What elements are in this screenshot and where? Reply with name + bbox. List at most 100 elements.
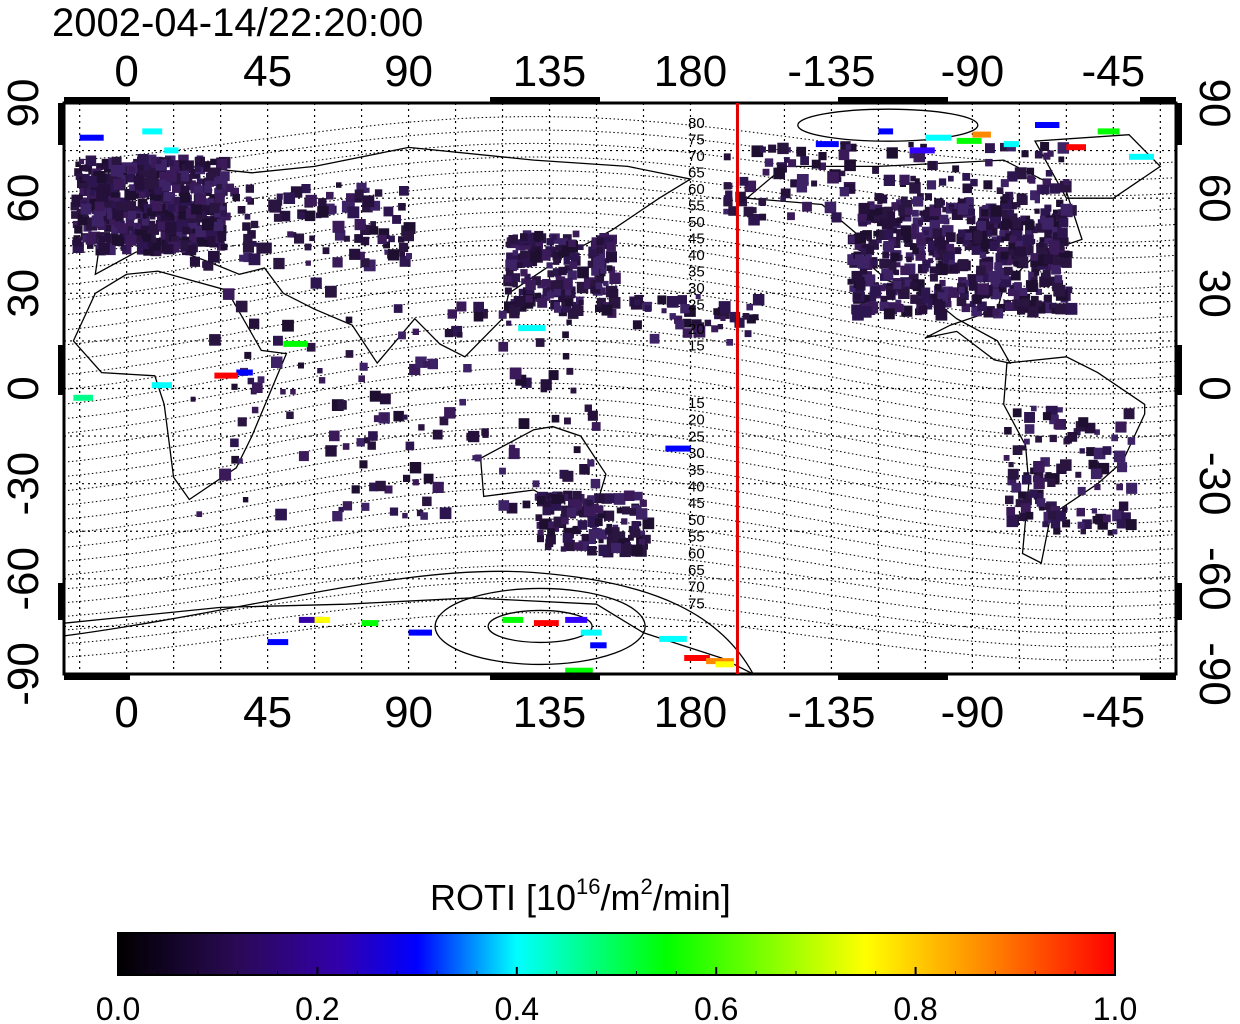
roti-cell-europe: [119, 198, 131, 209]
roti-cell-scattered-mid: [325, 285, 337, 298]
roti-cell-asia-north: [405, 253, 412, 260]
roti-cell-europe: [78, 158, 85, 164]
mlat-contour: [64, 266, 1176, 335]
roti-cell-scattered-mid: [368, 431, 378, 441]
roti-cell-alaska-canada: [962, 173, 971, 181]
roti-cell-scattered-mid: [564, 417, 571, 425]
roti-cell-asia-north: [374, 189, 383, 197]
roti-cell-europe: [135, 213, 141, 219]
roti-cell-north-america: [1019, 287, 1028, 296]
roti-cell-new-zealand: [618, 531, 626, 539]
roti-cell-europe: [138, 165, 151, 178]
roti-cell-north-america: [901, 305, 913, 317]
roti-cell-asia-north: [206, 198, 215, 207]
colorbar-tick-label: 0.0: [96, 991, 140, 1024]
roti-cell-scattered-mid: [439, 507, 452, 520]
roti-cell-alaska-canada: [840, 141, 851, 152]
roti-cell-asia-north: [209, 202, 220, 214]
frame-tick-right: [1176, 583, 1182, 620]
roti-cell-new-zealand: [535, 514, 543, 521]
roti-cell-japan: [569, 261, 578, 270]
roti-cell-alaska-canada: [1028, 176, 1036, 184]
roti-cell-north-america: [847, 278, 854, 285]
roti-cell-europe: [217, 242, 225, 251]
mlat-contour: [64, 397, 1176, 468]
roti-cell-north-america: [849, 285, 857, 292]
roti-cell-new-zealand: [583, 504, 596, 516]
roti-cell-north-america: [935, 308, 948, 321]
roti-cell-north-america: [988, 271, 999, 282]
roti-cell-south-america: [1084, 422, 1096, 434]
roti-cell-alaska-canada: [824, 201, 837, 214]
roti-cell-hawaii: [695, 294, 701, 299]
roti-cell-alaska-canada: [818, 152, 827, 161]
roti-cell-alaska-canada: [759, 146, 766, 153]
mlat-contour: [64, 224, 1176, 290]
roti-cell-scattered-mid: [329, 430, 340, 442]
roti-cell-new-zealand: [546, 492, 553, 499]
roti-cell-scattered-mid: [423, 361, 430, 368]
roti-cell-asia-north: [245, 196, 252, 202]
roti-cell-europe: [153, 195, 161, 203]
roti-cell-new-zealand: [586, 499, 593, 507]
roti-cell-north-america: [927, 240, 940, 252]
roti-cell-alaska-canada: [1049, 183, 1061, 194]
roti-cell-north-america: [942, 206, 948, 213]
roti-cell-scattered-mid: [209, 334, 221, 346]
roti-cell-japan: [539, 249, 551, 261]
roti-cell-south-america: [1086, 447, 1096, 457]
roti-cell-japan: [522, 233, 534, 245]
roti-cell-asia-north: [336, 182, 342, 188]
roti-cell-europe: [143, 245, 154, 256]
roti-cell-north-america: [908, 274, 919, 284]
roti-cell-japan: [596, 238, 604, 246]
roti-cell-high: [214, 372, 238, 379]
roti-cell-north-america: [938, 241, 946, 250]
roti-cell-asia-north: [309, 235, 315, 242]
roti-cell-south-america: [1076, 507, 1085, 517]
roti-cell-north-america: [958, 229, 966, 237]
antarctica-coastline: [64, 597, 754, 674]
roti-cell-scattered-mid: [361, 502, 370, 511]
roti-cell-europe: [141, 222, 149, 231]
roti-cell-alaska-canada: [913, 196, 924, 207]
roti-cell-north-america: [1051, 265, 1061, 275]
roti-cell-europe: [126, 201, 137, 211]
roti-cell-north-america: [1030, 258, 1039, 268]
roti-cell-north-america: [1055, 303, 1067, 315]
roti-cell-europe: [91, 215, 103, 227]
roti-cell-europe: [138, 191, 146, 199]
roti-cell-japan: [562, 306, 569, 313]
roti-cell-north-america: [868, 239, 879, 250]
roti-cell-north-america: [1004, 228, 1010, 234]
roti-cell-north-america: [891, 202, 900, 211]
mlat-contour: [64, 382, 1176, 453]
mlat-contour: [64, 427, 1176, 496]
roti-cell-north-america: [871, 286, 881, 296]
roti-cell-europe: [180, 243, 189, 251]
roti-cell-north-america: [974, 236, 982, 244]
roti-cell-north-america: [976, 220, 987, 231]
roti-cell-scattered-mid: [566, 319, 572, 325]
roti-cell-south-america: [1029, 489, 1038, 498]
roti-cell-south-america: [1008, 462, 1014, 468]
roti-cell-scattered-mid: [244, 351, 252, 359]
roti-cell-north-america: [851, 270, 863, 282]
roti-cell-japan: [609, 288, 619, 298]
roti-cell-hawaii: [669, 313, 676, 320]
roti-cell-north-america: [1011, 229, 1023, 241]
roti-cell-europe: [176, 219, 189, 232]
roti-cell-new-zealand: [613, 493, 626, 505]
roti-cell-north-america: [860, 247, 868, 255]
roti-cell-asia-north: [354, 189, 364, 199]
roti-cell-south-america: [1090, 468, 1102, 480]
roti-cell-north-america: [1039, 276, 1050, 288]
roti-cell-north-america: [996, 235, 1004, 243]
roti-cell-europe: [196, 235, 209, 247]
roti-cell-north-america: [983, 228, 992, 237]
roti-cell-north-america: [919, 210, 925, 216]
contour-label-south: 20: [688, 412, 705, 429]
roti-cell-north-america: [928, 258, 934, 264]
roti-cell-japan: [591, 267, 600, 276]
frame-tick-top: [64, 97, 130, 103]
